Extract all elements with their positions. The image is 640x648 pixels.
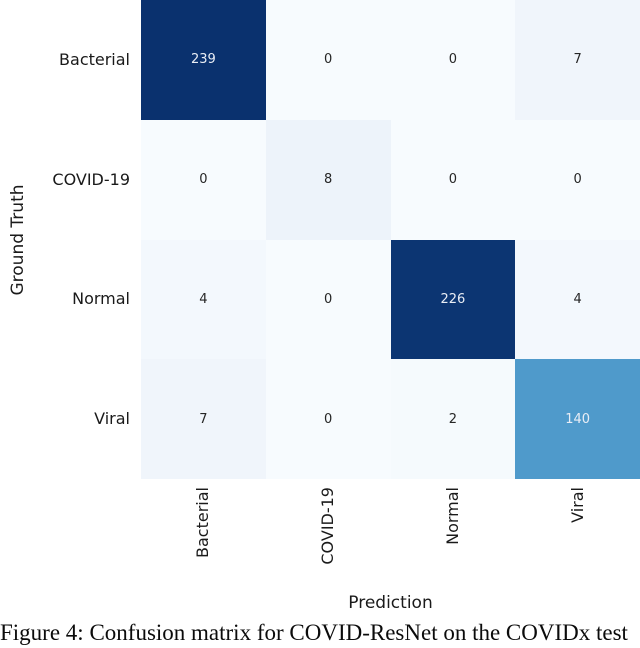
cell-value: 239 bbox=[190, 52, 216, 68]
matrix-cell: 0 bbox=[515, 119, 640, 240]
cell-value: 0 bbox=[323, 52, 333, 68]
cell-value: 0 bbox=[573, 172, 582, 188]
y-tick-label: Bacterial bbox=[59, 49, 130, 69]
matrix-cell: 4 bbox=[515, 239, 640, 360]
matrix-cell: 140 bbox=[515, 359, 640, 479]
matrix-cell: 4 bbox=[141, 239, 266, 360]
cell-value: 4 bbox=[573, 291, 582, 307]
x-tick-label: Normal bbox=[442, 487, 462, 545]
cell-value: 140 bbox=[565, 411, 591, 427]
matrix-cell: 0 bbox=[265, 359, 391, 479]
cell-value: 0 bbox=[448, 172, 458, 188]
matrix-cell: 0 bbox=[265, 239, 391, 360]
cell-value: 2 bbox=[448, 411, 458, 427]
y-tick-label: Normal bbox=[72, 289, 130, 309]
matrix-cell: 2 bbox=[390, 359, 516, 479]
matrix-cell: 239 bbox=[141, 0, 266, 120]
matrix-cell: 0 bbox=[390, 119, 516, 240]
y-axis-title: Ground Truth bbox=[8, 184, 28, 296]
cell-value: 4 bbox=[199, 291, 208, 307]
cell-value: 0 bbox=[448, 52, 458, 68]
cell-value: 0 bbox=[323, 411, 333, 427]
matrix-cell: 0 bbox=[390, 0, 516, 120]
cell-value: 0 bbox=[199, 172, 208, 188]
cell-value: 226 bbox=[440, 291, 466, 307]
matrix-cell: 0 bbox=[141, 119, 266, 240]
x-tick-label: Bacterial bbox=[193, 487, 213, 558]
confusion-matrix-heatmap: 239 0 0 7 0 8 0 0 4 0 226 4 7 0 2 140 bbox=[141, 0, 640, 479]
matrix-cell: 7 bbox=[515, 0, 640, 120]
matrix-cell: 7 bbox=[141, 359, 266, 479]
matrix-cell: 226 bbox=[390, 239, 516, 360]
cell-value: 7 bbox=[199, 411, 208, 427]
figure-caption: Figure 4: Confusion matrix for COVID-Res… bbox=[0, 620, 628, 645]
x-axis-title: Prediction bbox=[348, 593, 433, 613]
y-tick-label: Viral bbox=[94, 409, 130, 429]
matrix-cell: 0 bbox=[265, 0, 391, 120]
matrix-cell: 8 bbox=[265, 119, 391, 240]
y-tick-label: COVID-19 bbox=[52, 169, 130, 189]
cell-value: 0 bbox=[323, 291, 333, 307]
x-tick-label: Viral bbox=[567, 487, 587, 523]
cell-value: 7 bbox=[573, 52, 582, 68]
x-tick-label: COVID-19 bbox=[318, 487, 338, 565]
cell-value: 8 bbox=[323, 172, 333, 188]
